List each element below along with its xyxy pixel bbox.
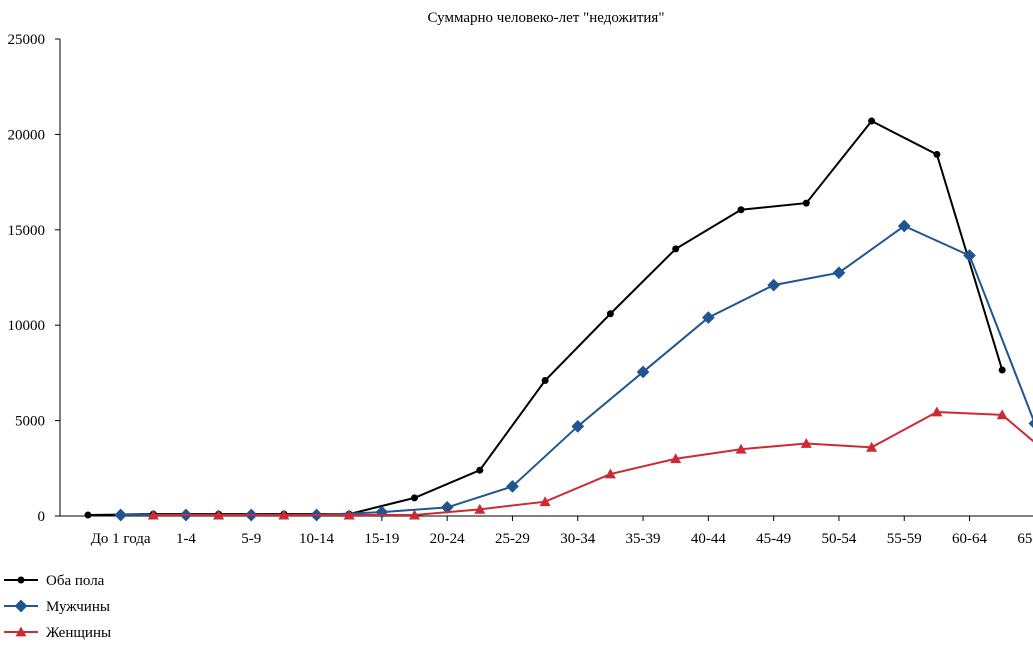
x-tick-label: 15-19	[364, 531, 399, 547]
legend-item-1: Мужчины	[4, 599, 110, 615]
x-tick-label: 40-44	[691, 531, 726, 547]
data-point	[670, 453, 682, 464]
x-tick-label: 5-9	[241, 531, 261, 547]
data-point	[963, 249, 976, 262]
x-tick-label: 20-24	[430, 531, 465, 547]
data-point	[866, 441, 878, 452]
x-tick-label: 45-49	[756, 531, 791, 547]
data-point	[440, 501, 454, 514]
legend-item-0: Оба пола	[4, 573, 105, 589]
x-tick-label: До 1 года	[91, 531, 151, 547]
series-0	[84, 117, 1006, 519]
data-point	[84, 511, 92, 519]
y-tick-label: 15000	[8, 223, 46, 239]
data-point	[672, 245, 680, 253]
data-point	[735, 443, 747, 454]
data-point	[998, 366, 1006, 374]
legend-marker	[15, 626, 27, 637]
x-tick-label: 50-54	[821, 531, 856, 547]
data-point	[767, 278, 781, 292]
x-tick-label: 10-14	[299, 531, 334, 547]
data-point	[343, 509, 355, 520]
data-point	[933, 150, 941, 158]
y-tick-label: 10000	[8, 318, 46, 334]
x-tick-label: 65-69	[1017, 531, 1033, 547]
data-point	[474, 503, 486, 514]
data-point	[802, 199, 810, 207]
x-tick-label: 30-34	[560, 531, 595, 547]
data-point	[213, 509, 225, 520]
legend-item-2: Женщины	[4, 625, 111, 641]
data-point	[868, 117, 876, 125]
data-point	[476, 466, 484, 474]
chart-title: Суммарно человеко-лет "недожития"	[428, 10, 665, 26]
data-point	[737, 206, 745, 214]
data-point	[800, 437, 812, 448]
y-ticks: 0 5000 10000 15000 20000 25000	[8, 32, 60, 525]
data-point	[114, 508, 128, 522]
series-line	[120, 224, 1033, 517]
y-tick-label: 25000	[8, 32, 46, 48]
data-point	[897, 219, 911, 233]
data-point	[541, 377, 549, 385]
y-tick-label: 0	[38, 509, 46, 525]
y-tick-label: 5000	[15, 414, 45, 430]
series-2	[147, 406, 1033, 520]
legend-marker	[14, 599, 28, 613]
data-point	[147, 509, 159, 520]
series-line	[153, 411, 1033, 517]
series-1	[114, 219, 1033, 522]
data-point	[931, 406, 943, 417]
data-point	[539, 496, 551, 507]
legend-marker	[17, 576, 25, 584]
data-point	[832, 266, 846, 280]
x-tick-label: 35-39	[626, 531, 661, 547]
data-point	[411, 494, 418, 502]
x-tick-label: 55-59	[887, 531, 922, 547]
series-layer	[84, 117, 1033, 522]
data-point	[996, 409, 1008, 420]
legend-label: Мужчины	[46, 599, 110, 615]
data-point	[606, 310, 614, 318]
legend-label: Оба пола	[46, 573, 105, 589]
y-tick-label: 20000	[8, 127, 46, 143]
data-point	[278, 509, 290, 520]
data-point	[604, 468, 616, 479]
legend-label: Женщины	[46, 625, 111, 641]
x-tick-label: 25-29	[495, 531, 530, 547]
x-ticks: До 1 года 1-4 5-9 10-14 15-19 20-24 25-29 30-34…	[91, 516, 1033, 547]
legend: Оба пола Мужчины Женщины	[4, 573, 111, 641]
x-tick-label: 60-64	[952, 531, 987, 547]
data-point	[409, 509, 420, 520]
x-tick-label: 1-4	[176, 531, 196, 547]
